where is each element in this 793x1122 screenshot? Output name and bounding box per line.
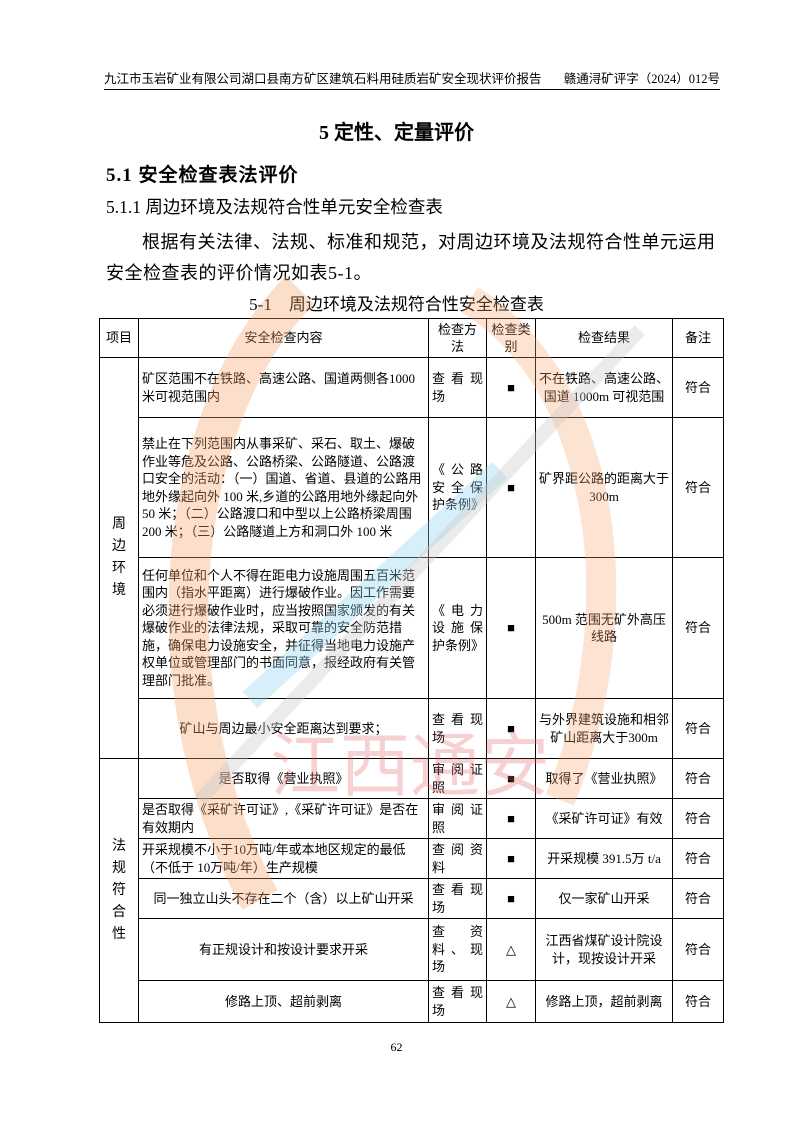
table-row: 法规符合性 是否取得《营业执照》 审阅证照 ■ 取得了《营业执照》 符合 [99,758,724,1023]
page-number: 62 [390,1040,403,1054]
check-content-cell: 同一独立山头不存在二个（含）以上矿山开采 [138,878,429,919]
check-content-cell: 有正规设计和按设计要求开采 [138,918,429,981]
check-method-cell: 审阅证照 [428,798,487,839]
check-category-cell: ■ [486,838,536,879]
check-result-cell: 江西省煤矿设计院设计，现按设计开采 [535,918,673,981]
check-content-cell: 是否取得《营业执照》 [138,758,429,799]
check-content-cell: 矿山与周边最小安全距离达到要求； [138,698,429,759]
check-category-cell: ■ [486,357,536,418]
table-header-row: 项目 安全检查内容 检查方法 检查类别 检查结果 备注 [99,318,724,358]
check-method-cell: 查看现场 [428,878,487,919]
check-method-cell: 查资料、现场 [428,918,487,981]
check-result-cell: 矿界距公路的距离大于 300m [535,417,673,558]
section-title: 5.1 安全检查表法评价 [106,165,299,186]
header-cell: 项目 [99,318,139,358]
check-method-cell: 查看现场 [428,698,487,759]
check-content-cell: 禁止在下列范围内从事采矿、采石、取土、爆破作业等危及公路、公路桥梁、公路隧道、公… [138,417,429,558]
check-content-cell: 矿区范围不在铁路、高速公路、国道两侧各1000米可视范围内 [138,357,429,418]
subsection-title: 5.1.1 周边环境及法规符合性单元安全检查表 [106,197,443,217]
check-method-cell: 查阅资料 [428,838,487,879]
check-result-cell: 仅一家矿山开采 [535,878,673,919]
check-category-cell: △ [486,918,536,981]
note-cell: 符合 [672,798,724,839]
check-result-cell: 与外界建筑设施和相邻矿山距离大于300m [535,698,673,759]
table-row: 修路上顶、超前剥离 查看现场 △ 修路上顶，超前剥离 符合 [100,980,724,1023]
check-category-cell: △ [486,980,536,1023]
table-row: 任何单位和个人不得在距电力设施周围五百米范围内（指水平距离）进行爆破作业。因工作… [100,557,724,699]
table-row: 矿山与周边最小安全距离达到要求； 查看现场 ■ 与外界建筑设施和相邻矿山距离大于300… [100,698,724,759]
check-result-cell: 开采规模 391.5万 t/a [535,838,673,879]
check-category-cell: ■ [486,698,536,759]
check-result-cell: 《采矿许可证》有效 [535,798,673,839]
check-category-cell: ■ [486,878,536,919]
check-method-cell: 《公路安全保护条例》 [428,417,487,558]
table-row: 禁止在下列范围内从事采矿、采石、取土、爆破作业等危及公路、公路桥梁、公路隧道、公… [100,417,724,558]
header-cell: 安全检查内容 [138,318,429,358]
check-category-cell: ■ [486,417,536,558]
check-method-cell: 查看现场 [428,357,487,418]
header-cell: 检查方法 [428,318,487,358]
check-method-cell: 《电力设施保护条例》 [428,557,487,699]
note-cell: 符合 [672,980,724,1023]
note-cell: 符合 [672,918,724,981]
check-content-cell: 是否取得《采矿许可证》,《采矿许可证》是否在有效期内 [138,798,429,839]
table-row: 有正规设计和按设计要求开采 查资料、现场 △ 江西省煤矿设计院设计，现按设计开采 符合 [100,918,724,981]
check-content-cell: 任何单位和个人不得在距电力设施周围五百米范围内（指水平距离）进行爆破作业。因工作… [138,557,429,699]
check-result-cell: 500m 范围无矿外高压线路 [535,557,673,699]
header-cell: 备注 [672,318,724,358]
table-row: 同一独立山头不存在二个（含）以上矿山开采 查看现场 ■ 仅一家矿山开采 符合 [100,878,724,919]
header-report-title: 九江市玉岩矿业有限公司湖口县南方矿区建筑石料用硅质岩矿安全现状评价报告 [104,72,542,86]
check-category-cell: ■ [486,798,536,839]
note-cell: 符合 [672,698,724,759]
note-cell: 符合 [672,557,724,699]
note-cell: 符合 [672,838,724,879]
note-cell: 符合 [672,417,724,558]
check-method-cell: 审阅证照 [428,758,487,799]
header-report-number: 赣通浔矿评字（2024）012号 [563,72,720,86]
check-category-cell: ■ [486,758,536,799]
check-method-cell: 查看现场 [428,980,487,1023]
group-label-cell: 法规符合性 [99,758,139,1023]
check-content-cell: 开采规模不小于10万吨/年或本地区规定的最低（不低于 10万吨/年）生产规模 [138,838,429,879]
table-row: 是否取得《采矿许可证》,《采矿许可证》是否在有效期内 审阅证照 ■ 《采矿许可证》有效… [100,798,724,839]
safety-checklist-table: 项目 安全检查内容 检查方法 检查类别 检查结果 备注 周边环境 矿区范围不在铁路… [99,318,724,1023]
check-category-cell: ■ [486,557,536,699]
chapter-title: 5 定性、定量评价 [319,122,474,144]
body-paragraph: 根据有关法律、法规、标准和规范，对周边环境及法规符合性单元运用安全检查表的评价情… [106,232,716,283]
note-cell: 符合 [672,357,724,418]
table-caption: 5-1 周边环境及法规符合性安全检查表 [249,295,544,314]
table-row: 开采规模不小于10万吨/年或本地区规定的最低（不低于 10万吨/年）生产规模 查阅… [100,838,724,879]
header-cell: 检查结果 [535,318,673,358]
note-cell: 符合 [672,878,724,919]
check-result-cell: 取得了《营业执照》 [535,758,673,799]
running-header: 九江市玉岩矿业有限公司湖口县南方矿区建筑石料用硅质岩矿安全现状评价报告 赣通浔矿… [104,68,720,90]
header-cell: 检查类别 [486,318,536,358]
note-cell: 符合 [672,758,724,799]
check-result-cell: 不在铁路、高速公路、国道 1000m 可视范围 [535,357,673,418]
table-row: 周边环境 矿区范围不在铁路、高速公路、国道两侧各1000米可视范围内 查看现场 ■ 不在… [99,357,724,759]
group-label-cell: 周边环境 [99,357,139,759]
check-result-cell: 修路上顶，超前剥离 [535,980,673,1023]
check-content-cell: 修路上顶、超前剥离 [138,980,429,1023]
